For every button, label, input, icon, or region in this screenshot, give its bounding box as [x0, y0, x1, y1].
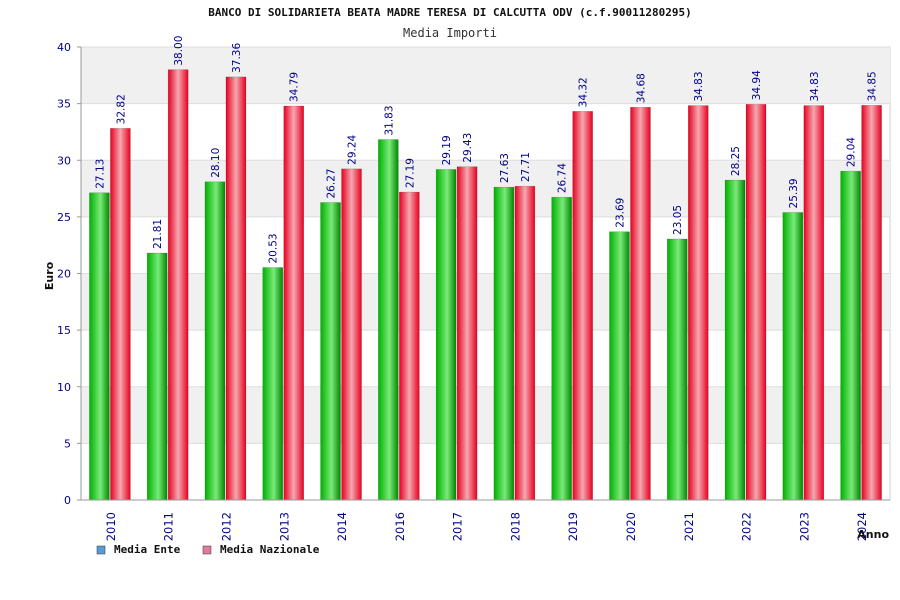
bar-media-ente [435, 169, 457, 501]
data-label: 32.82 [115, 94, 127, 124]
bar-media-nazionale [225, 76, 247, 501]
bar-media-ente [782, 212, 804, 501]
y-tick-label: 25 [57, 211, 71, 224]
bar-media-nazionale [803, 105, 825, 501]
bars: 27.13 32.82 21.81 38.00 28.10 37.36 20.53 34.79… [89, 36, 882, 501]
x-tick-label: 2013 [277, 512, 291, 541]
data-label: 21.81 [152, 219, 164, 249]
legend-label-ente: Media Ente [114, 543, 181, 556]
x-tick-label: 2021 [682, 512, 696, 541]
bar-media-ente [724, 179, 746, 501]
data-label: 34.79 [289, 72, 301, 102]
data-label: 28.10 [210, 148, 222, 178]
plot-band [81, 47, 890, 104]
legend: Media Ente Media Nazionale [96, 543, 320, 556]
data-label: 34.85 [867, 71, 879, 101]
data-label: 27.19 [404, 158, 416, 188]
x-tick-label: 2012 [219, 512, 233, 541]
data-label: 26.74 [557, 163, 569, 193]
legend-swatch-naz [202, 545, 212, 555]
x-tick-label: 2023 [797, 512, 811, 541]
x-axis: 2010 2011 2012 2013 2014 2016 2017 2018 2019 2020… [81, 499, 890, 541]
bar-media-ente [146, 252, 168, 501]
data-label: 28.25 [730, 146, 742, 176]
data-label: 34.83 [693, 71, 705, 101]
bar-media-nazionale [861, 105, 882, 501]
data-label: 25.39 [788, 178, 800, 208]
x-axis-label: Anno [857, 528, 889, 541]
y-tick-label: 5 [64, 437, 71, 450]
data-label: 26.27 [326, 168, 338, 198]
data-label: 20.53 [268, 233, 280, 263]
x-tick-label: 2011 [162, 512, 176, 541]
legend-swatch-ente [96, 545, 106, 555]
data-label: 34.32 [578, 77, 590, 107]
data-label: 29.19 [441, 135, 453, 165]
bar-media-ente [262, 267, 283, 501]
data-label: 23.05 [672, 205, 684, 235]
y-tick-label: 15 [57, 324, 71, 337]
bar-media-nazionale [745, 104, 767, 501]
y-axis-label: Euro [43, 261, 56, 290]
bar-media-nazionale [456, 166, 478, 501]
data-label: 29.04 [846, 137, 858, 167]
legend-label-naz: Media Nazionale [220, 543, 320, 556]
bar-media-ente [551, 196, 572, 501]
chart-subtitle: Media Importi [403, 26, 497, 40]
x-tick-label: 2010 [104, 512, 118, 541]
x-tick-label: 2022 [740, 512, 754, 541]
bar-media-ente [609, 231, 630, 501]
bar-media-ente [840, 170, 861, 501]
data-label: 31.83 [383, 105, 395, 135]
plot-band [81, 386, 890, 444]
chart-title: BANCO DI SOLIDARIETA BEATA MADRE TERESA … [208, 6, 691, 19]
bar-media-nazionale [630, 106, 651, 501]
data-label: 29.43 [462, 133, 474, 163]
data-label: 27.13 [94, 159, 106, 189]
data-label: 27.71 [520, 152, 532, 182]
y-tick-label: 10 [57, 381, 71, 394]
bar-media-nazionale [688, 105, 709, 501]
bar-media-nazionale [399, 191, 420, 501]
y-tick-label: 0 [64, 494, 71, 507]
data-label: 37.36 [231, 43, 243, 73]
plot-area [80, 46, 891, 501]
data-label: 23.69 [614, 198, 626, 228]
bar-media-ente [493, 186, 515, 501]
plot-band [81, 273, 890, 331]
bar-media-nazionale [283, 105, 304, 501]
data-label: 29.24 [347, 134, 359, 164]
bar-media-nazionale [514, 185, 536, 501]
x-tick-label: 2018 [508, 512, 522, 541]
data-label: 34.83 [809, 71, 821, 101]
plot-band [81, 160, 890, 217]
bar-media-ente [667, 238, 688, 501]
data-label: 38.00 [173, 36, 185, 66]
x-tick-label: 2024 [855, 512, 869, 541]
bar-media-ente [378, 139, 399, 501]
x-tick-label: 2020 [624, 512, 638, 541]
y-tick-label: 20 [57, 268, 71, 281]
bar-media-nazionale [167, 69, 189, 501]
x-tick-label: 2016 [393, 512, 407, 541]
bar-media-nazionale [110, 128, 131, 501]
x-tick-label: 2017 [451, 512, 465, 541]
y-tick-label: 40 [57, 41, 71, 54]
x-tick-label: 2019 [566, 512, 580, 541]
bar-media-ente [204, 181, 226, 501]
data-label: 34.68 [635, 73, 647, 103]
data-label: 27.63 [499, 153, 511, 183]
bar-media-nazionale [572, 111, 593, 501]
bar-media-nazionale [341, 168, 362, 501]
y-tick-label: 35 [57, 98, 71, 111]
data-label: 34.94 [751, 70, 763, 100]
y-axis: 0 5 10 15 20 25 30 35 40 [57, 41, 82, 507]
y-tick-label: 30 [57, 154, 71, 167]
bar-media-ente [320, 202, 341, 501]
x-tick-label: 2014 [335, 512, 349, 541]
bar-media-ente [89, 192, 110, 501]
